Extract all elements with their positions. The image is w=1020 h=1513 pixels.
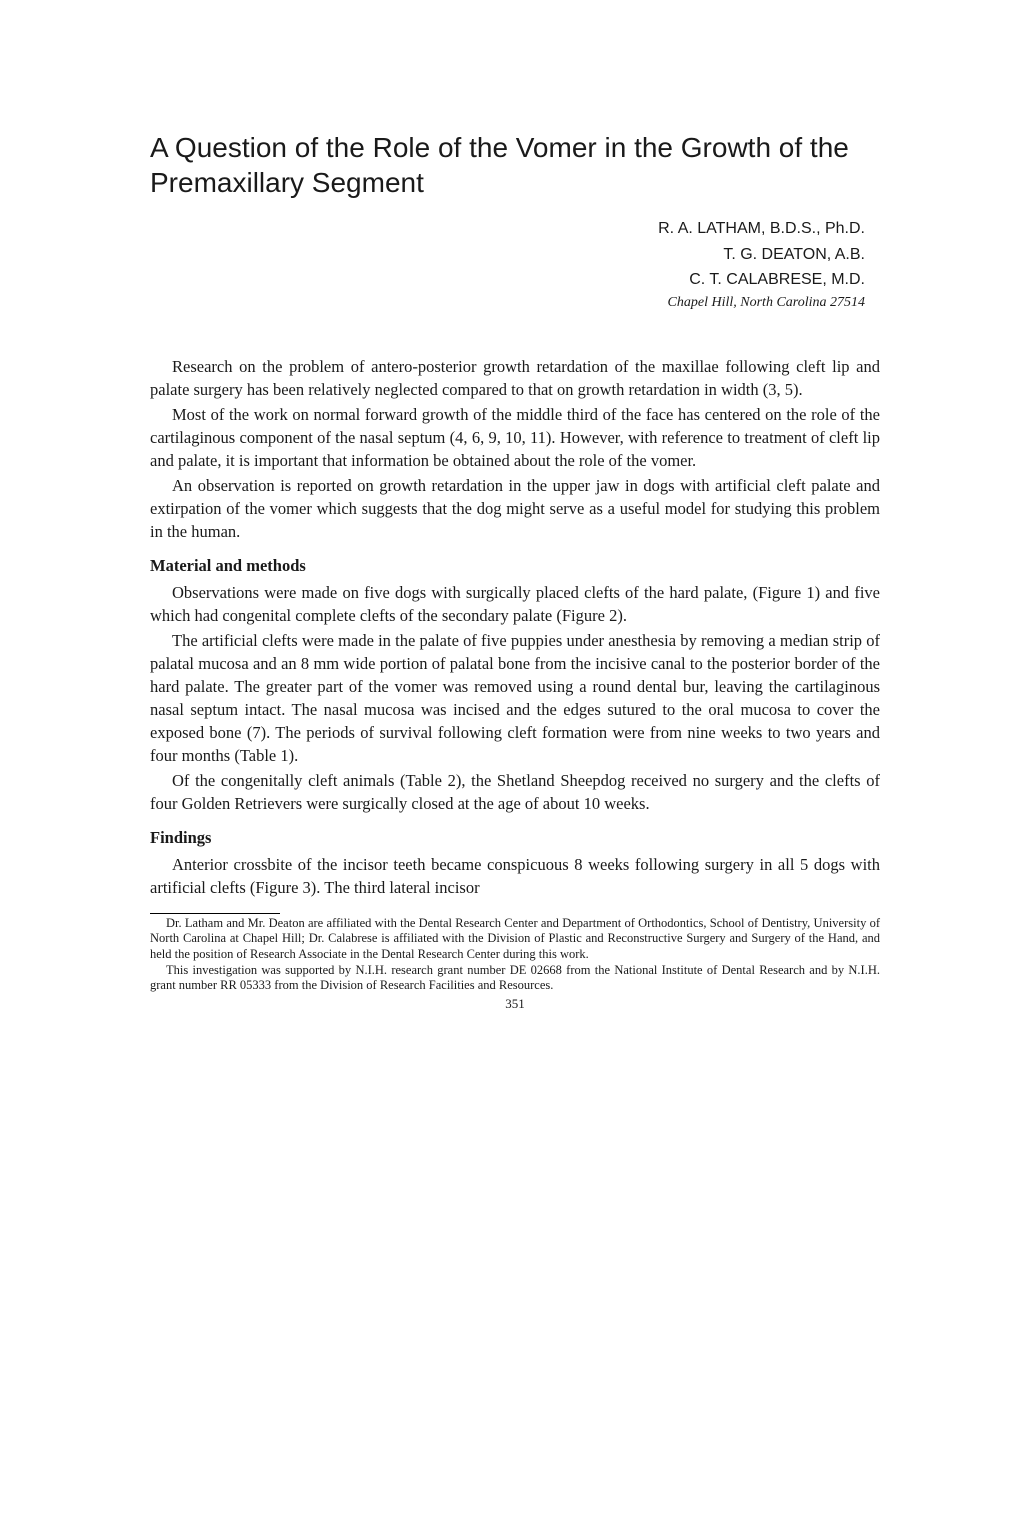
section-heading-materials: Material and methods: [150, 554, 880, 577]
body-text: Research on the problem of antero-poster…: [150, 355, 880, 899]
paragraph: The artificial clefts were made in the p…: [150, 629, 880, 768]
page: A Question of the Role of the Vomer in t…: [0, 0, 1020, 1513]
author-line-3: C. T. CALABRESE, M.D.: [150, 269, 880, 291]
author-line-2: T. G. DEATON, A.B.: [150, 244, 880, 266]
paragraph: Of the congenitally cleft animals (Table…: [150, 769, 880, 815]
footnote-rule: [150, 913, 280, 914]
paragraph: Most of the work on normal forward growt…: [150, 403, 880, 472]
section-heading-findings: Findings: [150, 826, 880, 849]
paragraph: Anterior crossbite of the incisor teeth …: [150, 853, 880, 899]
footnote: This investigation was supported by N.I.…: [150, 963, 880, 994]
paragraph: An observation is reported on growth ret…: [150, 474, 880, 543]
article-title: A Question of the Role of the Vomer in t…: [150, 130, 880, 200]
author-line-1: R. A. LATHAM, B.D.S., Ph.D.: [150, 218, 880, 240]
footnotes: Dr. Latham and Mr. Deaton are affiliated…: [150, 916, 880, 994]
footnote: Dr. Latham and Mr. Deaton are affiliated…: [150, 916, 880, 963]
paragraph: Observations were made on five dogs with…: [150, 581, 880, 627]
page-number: 351: [150, 996, 880, 1012]
affiliation: Chapel Hill, North Carolina 27514: [150, 295, 880, 311]
paragraph: Research on the problem of antero-poster…: [150, 355, 880, 401]
